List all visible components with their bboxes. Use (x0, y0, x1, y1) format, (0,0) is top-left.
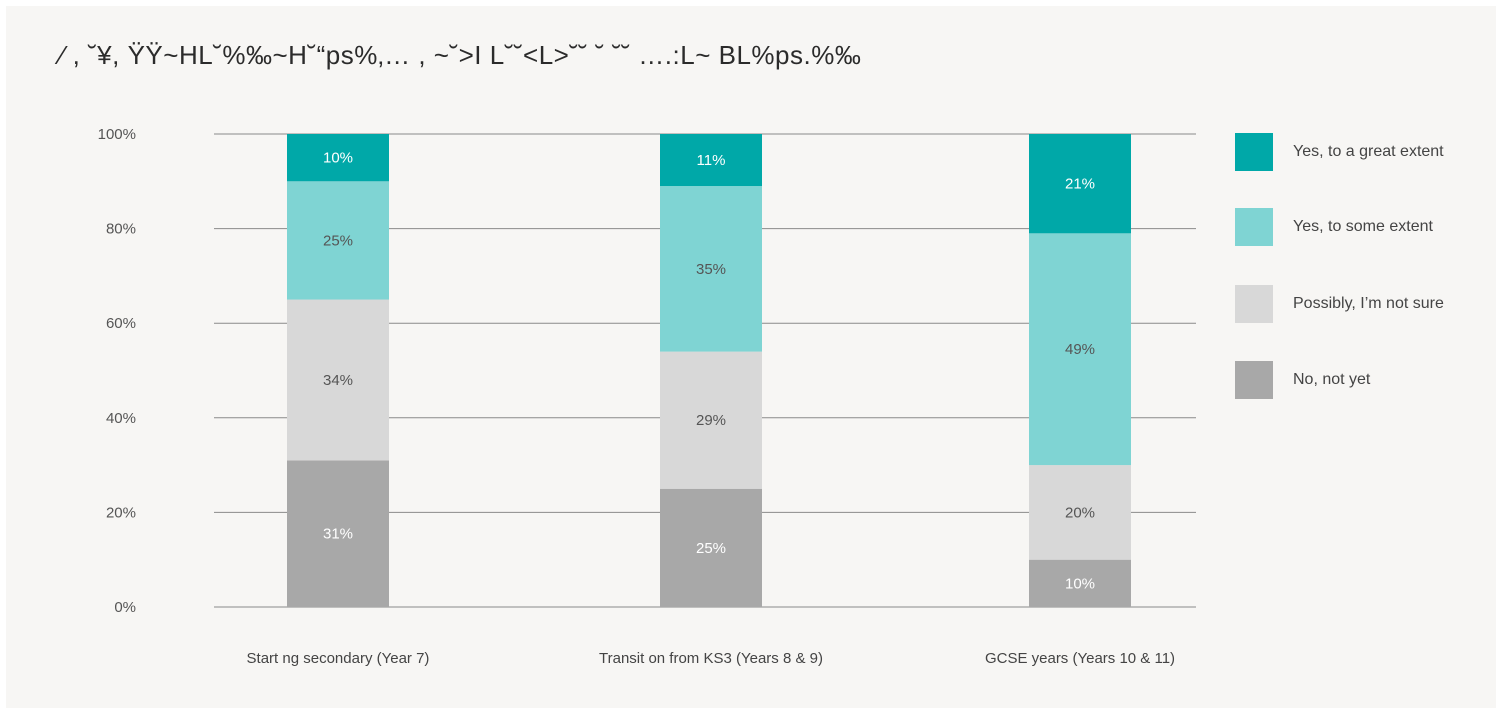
y-tick-label: 80% (106, 221, 136, 238)
bar-segment (660, 186, 762, 352)
bar-segment (287, 134, 389, 182)
data-label: 21% (1065, 176, 1095, 193)
y-tick-label: 20% (106, 504, 136, 521)
legend-swatch (1235, 208, 1273, 246)
x-category-label: Start ng secondary (Year 7) (247, 650, 430, 667)
legend-swatch (1235, 361, 1273, 399)
data-label: 49% (1065, 341, 1095, 358)
data-label: 29% (696, 412, 726, 429)
legend-item: Yes, to some extent (1235, 208, 1495, 246)
data-label: 25% (323, 232, 353, 249)
legend-label: Yes, to a great extent (1293, 143, 1444, 160)
bar-segment (287, 181, 389, 300)
y-tick-label: 60% (106, 315, 136, 332)
legend-item: Possibly, I’m not sure (1235, 285, 1495, 323)
x-category-label: GCSE years (Years 10 & 11) (985, 650, 1175, 667)
data-label: 10% (1065, 575, 1095, 592)
legend-label: Yes, to some extent (1293, 218, 1433, 235)
bar-segment (287, 299, 389, 461)
legend-label: Possibly, I’m not sure (1293, 295, 1444, 312)
bar-segment (1029, 134, 1131, 234)
bar-segment (660, 134, 762, 187)
legend-item: Yes, to a great extent (1235, 133, 1495, 171)
legend-label: No, not yet (1293, 371, 1371, 388)
chart-title: ⁄ , ˘¥, ŸŸ~HL˘%‰~H˘“ps%‚… , ~˘>I L˘˘<L>˘… (60, 40, 862, 70)
y-tick-label: 100% (98, 126, 136, 143)
data-label: 31% (323, 526, 353, 543)
data-label: 35% (696, 261, 726, 278)
data-label: 10% (323, 150, 353, 167)
data-label: 25% (696, 540, 726, 557)
legend-swatch (1235, 133, 1273, 171)
bar-segment (287, 460, 389, 607)
bar-segment (660, 351, 762, 489)
x-category-label: Transit on from KS3 (Years 8 & 9) (599, 650, 823, 667)
legend-swatch (1235, 285, 1273, 323)
data-label: 20% (1065, 504, 1095, 521)
data-label: 11% (697, 152, 726, 169)
legend-item: No, not yet (1235, 361, 1495, 399)
bar-segment (1029, 233, 1131, 466)
y-tick-label: 40% (106, 410, 136, 427)
y-tick-label: 0% (114, 599, 136, 616)
bar-segment (1029, 465, 1131, 560)
bar-segment (1029, 559, 1131, 607)
data-label: 34% (323, 372, 353, 389)
bar-segment (660, 488, 762, 607)
